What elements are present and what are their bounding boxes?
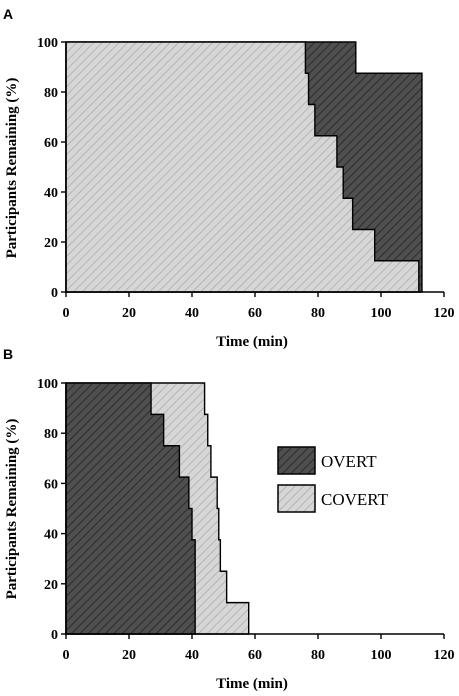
x-tick-label: 40: [185, 306, 199, 321]
y-tick-label: 20: [44, 236, 58, 251]
panel-a-y-ticks: 0 20 40 60 80 100: [37, 36, 66, 301]
panel-b-y-ticks: 0 20 40 60 80 100: [37, 377, 66, 643]
y-tick-label: 40: [44, 186, 58, 201]
y-tick-label: 80: [44, 427, 58, 442]
y-tick-label: 80: [44, 86, 58, 101]
y-tick-label: 60: [44, 477, 58, 492]
panel-a-x-axis-title: Time (min): [216, 334, 288, 350]
legend-item-covert: COVERT: [277, 484, 389, 513]
panel-b-y-axis-title: Participants Remaining (%): [4, 419, 20, 600]
x-tick-label: 60: [248, 648, 262, 663]
panel-a-x-ticks: 0 20 40 60 80 100 120: [63, 292, 455, 321]
legend-swatch-covert: [277, 484, 316, 513]
panel-a-y-axis-title: Participants Remaining (%): [4, 78, 20, 259]
panel-b-label: B: [3, 346, 13, 362]
x-tick-label: 80: [311, 648, 325, 663]
y-tick-label: 0: [51, 628, 58, 643]
series-area-covert: [65, 41, 420, 293]
legend-swatch-overt: [277, 446, 316, 475]
panel-a: A 0 20 40 60 80 100 120 0 20 40 60 80 100 Time (min…: [3, 6, 455, 350]
y-tick-label: 40: [44, 528, 58, 543]
series-area-overt: [65, 382, 196, 635]
x-tick-label: 80: [311, 306, 325, 321]
x-tick-label: 60: [248, 306, 262, 321]
legend: OVERT COVERT: [277, 446, 389, 513]
panel-a-label: A: [3, 6, 13, 22]
panel-b-series: [65, 382, 250, 635]
panel-b: B 0 20 40 60 80 100 120 0 20 40 60 80 100 Time (min…: [3, 346, 455, 692]
legend-label-covert: COVERT: [321, 490, 389, 509]
x-tick-label: 20: [122, 648, 136, 663]
y-tick-label: 60: [44, 136, 58, 151]
y-tick-label: 20: [44, 578, 58, 593]
y-tick-label: 100: [37, 36, 58, 51]
x-tick-label: 20: [122, 306, 136, 321]
x-tick-label: 0: [63, 306, 70, 321]
y-tick-label: 0: [51, 286, 58, 301]
y-tick-label: 100: [37, 377, 58, 392]
panel-a-series: [65, 41, 423, 293]
x-tick-label: 100: [371, 648, 392, 663]
x-tick-label: 100: [371, 306, 392, 321]
x-tick-label: 40: [185, 648, 199, 663]
x-tick-label: 120: [434, 306, 455, 321]
panel-b-x-ticks: 0 20 40 60 80 100 120: [63, 634, 455, 663]
legend-item-overt: OVERT: [277, 446, 377, 475]
legend-label-overt: OVERT: [321, 452, 377, 471]
x-tick-label: 120: [434, 648, 455, 663]
panel-b-x-axis-title: Time (min): [216, 676, 288, 692]
x-tick-label: 0: [63, 648, 70, 663]
